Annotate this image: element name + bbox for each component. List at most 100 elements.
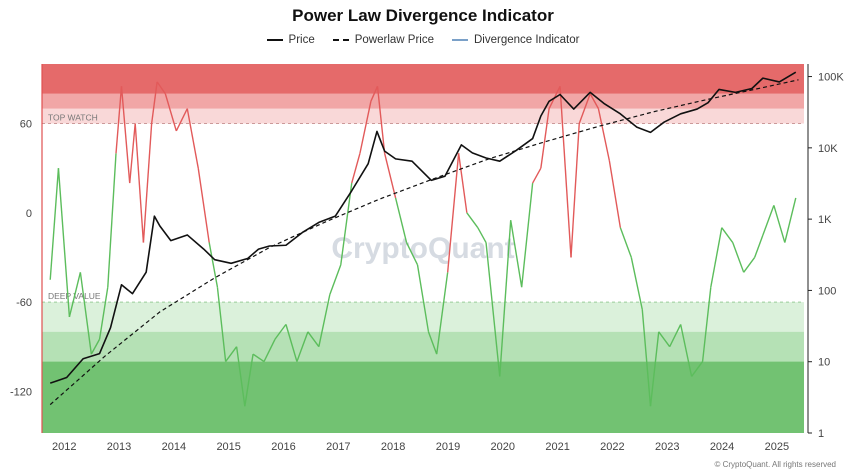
- right-tick-label: 1K: [818, 214, 832, 226]
- divergence-segment: [485, 242, 501, 377]
- divergence-segment: [175, 108, 188, 132]
- left-tick-label: 0: [26, 208, 32, 220]
- divergence-segment: [208, 242, 219, 288]
- divergence-segment: [691, 361, 704, 377]
- divergence-segment: [649, 331, 660, 407]
- zone-band-1: [42, 93, 804, 109]
- divergence-segment: [340, 182, 353, 265]
- divergence-segment: [641, 309, 652, 407]
- divergence-segment: [510, 220, 523, 288]
- divergence-segment: [370, 86, 379, 102]
- divergence-segment: [329, 264, 342, 295]
- divergence-segment: [376, 86, 386, 154]
- divergence-segment: [296, 331, 309, 362]
- divergence-segment: [784, 197, 797, 243]
- legend-swatch-price: [266, 39, 283, 41]
- divergence-segment: [589, 93, 600, 109]
- divergence-segment: [520, 182, 534, 288]
- divergence-segment: [90, 338, 101, 355]
- x-tick-label: 2021: [545, 441, 569, 453]
- divergence-segment: [619, 227, 632, 258]
- divergence-segment: [570, 123, 580, 258]
- x-tick-label: 2017: [326, 441, 350, 453]
- divergence-segment: [710, 227, 723, 288]
- divergence-segment: [263, 338, 276, 362]
- legend-item-price[interactable]: Price: [266, 34, 315, 46]
- legend-label-powerlaw: Powerlaw Price: [354, 34, 434, 46]
- divergence-segment: [129, 123, 136, 184]
- divergence-segment: [197, 168, 210, 243]
- divergence-segment: [773, 205, 786, 243]
- zone-band-0: [42, 64, 804, 94]
- divergence-segment: [457, 153, 468, 213]
- divergence-segment: [244, 354, 254, 407]
- copyright-text: © CryptoQuant. All rights reserved: [714, 460, 837, 469]
- legend-swatch-powerlaw: [332, 39, 349, 41]
- divergence-segment: [142, 123, 153, 243]
- divergence-segment: [405, 242, 419, 266]
- divergence-segment: [57, 168, 71, 317]
- divergence-segment: [559, 86, 572, 258]
- divergence-segment: [427, 331, 438, 355]
- watermark: CryptoQuant: [331, 232, 514, 265]
- divergence-segment: [499, 220, 512, 377]
- legend-label-divergence: Divergence Indicator: [473, 34, 580, 46]
- zone-band-2: [42, 108, 804, 124]
- left-tick-label: -120: [10, 386, 32, 398]
- x-tick-label: 2022: [600, 441, 624, 453]
- divergence-segment: [679, 324, 693, 377]
- legend-item-powerlaw[interactable]: Powerlaw Price: [332, 34, 434, 46]
- chart-title: Power Law Divergence Indicator: [292, 6, 554, 25]
- right-tick-label: 100K: [818, 72, 844, 84]
- left-tick-label: 60: [20, 119, 32, 131]
- x-tick-label: 2024: [710, 441, 734, 453]
- zone-band-4: [42, 331, 804, 362]
- divergence-segment: [225, 346, 238, 362]
- divergence-segment: [732, 242, 745, 273]
- divergence-segment: [383, 153, 397, 199]
- divergence-segment: [701, 287, 712, 362]
- divergence-segment: [186, 108, 199, 169]
- divergence-segment: [754, 234, 764, 258]
- series-price-line: [49, 71, 797, 384]
- right-tick-label: 1: [818, 428, 824, 440]
- x-tick-label: 2012: [52, 441, 76, 453]
- divergence-segment: [394, 197, 408, 243]
- zone-band-5: [42, 361, 804, 433]
- divergence-segment: [436, 272, 449, 355]
- divergence-segment: [608, 160, 622, 228]
- divergence-segment: [416, 264, 430, 332]
- divergence-segment: [285, 324, 298, 362]
- divergence-segment: [120, 86, 131, 184]
- divergence-segment: [630, 257, 643, 310]
- zone-band-3: [42, 302, 804, 332]
- left-tick-label: -60: [16, 297, 32, 309]
- series-powerlaw-line: [49, 79, 799, 406]
- divergence-segment: [156, 81, 166, 95]
- right-tick-label: 10K: [818, 143, 838, 155]
- legend: Price Powerlaw Price Divergence Indicato…: [0, 34, 846, 46]
- divergence-segment: [68, 272, 82, 318]
- divergence-segment: [658, 331, 671, 348]
- divergence-segment: [762, 205, 775, 236]
- right-tick-label: 100: [818, 285, 836, 297]
- x-tick-label: 2014: [162, 441, 186, 453]
- divergence-segment: [98, 287, 109, 340]
- right-tick-label: 10: [818, 357, 830, 369]
- divergence-segment: [79, 272, 93, 355]
- divergence-segment: [216, 287, 227, 362]
- legend-swatch-divergence: [451, 39, 468, 41]
- legend-item-divergence[interactable]: Divergence Indicator: [451, 34, 580, 46]
- legend-label-price: Price: [288, 34, 315, 46]
- divergence-segment: [49, 168, 60, 280]
- divergence-segment: [351, 153, 361, 184]
- x-tick-label: 2018: [381, 441, 405, 453]
- divergence-segment: [252, 353, 265, 363]
- divergence-segment: [318, 294, 331, 347]
- divergence-segment: [540, 108, 550, 169]
- series-divergence: [49, 81, 797, 407]
- x-tick-label: 2023: [655, 441, 679, 453]
- divergence-segment: [150, 81, 158, 124]
- divergence-segment: [307, 331, 320, 348]
